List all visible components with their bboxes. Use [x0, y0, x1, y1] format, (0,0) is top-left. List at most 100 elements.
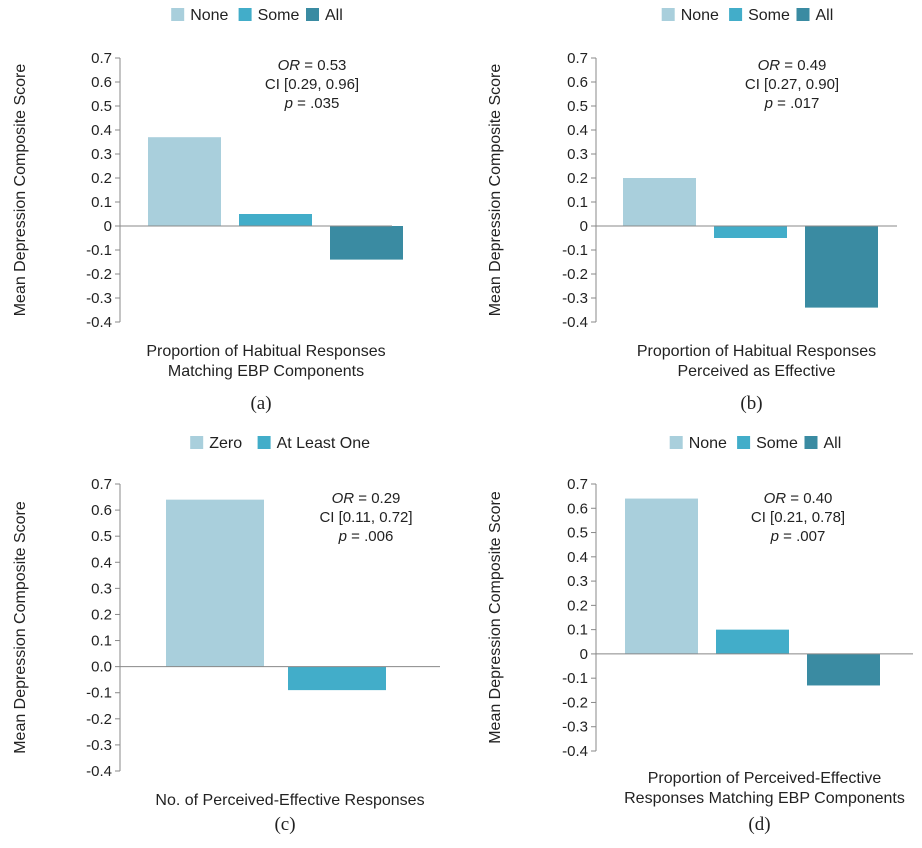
legend-label-none: None — [190, 7, 228, 24]
stats-annotation: OR = 0.40 CI [0.21, 0.78] p = .007 — [751, 490, 845, 545]
bar-zero — [166, 499, 264, 667]
y-tick-label: 0.3 — [567, 146, 588, 163]
y-tick-label: 0.4 — [91, 122, 112, 139]
panel-label: (a) — [250, 393, 271, 414]
y-tick-label: 0.4 — [567, 122, 588, 139]
bar-all — [330, 226, 403, 260]
bar-some — [239, 214, 312, 226]
x-axis-label-line: Proportion of Habitual Responses — [637, 343, 876, 360]
legend-label-at-least-one: At Least One — [277, 435, 370, 452]
y-axis-label: Mean Depression Composite Score — [487, 491, 504, 744]
y-tick-label: 0.7 — [91, 50, 112, 67]
legend-swatch-none — [171, 8, 185, 21]
panel-label: (c) — [274, 814, 295, 835]
y-tick-label: -0.2 — [562, 266, 588, 283]
y-tick-label: -0.4 — [562, 743, 588, 760]
y-tick-label: -0.1 — [562, 242, 588, 259]
y-tick-label: 0.7 — [567, 476, 588, 493]
panel-label: (b) — [740, 393, 762, 414]
legend-label-none: None — [689, 435, 727, 452]
y-tick-label: 0.2 — [567, 597, 588, 614]
stats-annotation: OR = 0.49 CI [0.27, 0.90] p = .017 — [745, 57, 839, 112]
y-tick-label: 0.3 — [91, 146, 112, 163]
y-axis-label: Mean Depression Composite Score — [12, 64, 29, 317]
confidence-interval-text: CI [0.29, 0.96] — [265, 76, 359, 93]
y-tick-label: 0 — [580, 646, 588, 663]
legend: None Some All — [669, 435, 842, 452]
y-tick-label: -0.3 — [86, 290, 112, 307]
y-tick-label: -0.1 — [86, 685, 112, 702]
chart-panel-a: 0.7 0.6 0.5 0.4 0.3 0.2 0.1 0 -0.1 -0.2 -0.3 -0.4 No… — [12, 7, 403, 414]
chart-panel-d: 0.7 0.6 0.5 0.4 0.3 0.2 0.1 0 -0.1 -0.2 -0.3 -0.4 No… — [487, 435, 913, 835]
y-tick-label: 0 — [104, 218, 112, 235]
y-tick-label: 0.3 — [91, 580, 112, 597]
legend-swatch-zero — [190, 436, 204, 449]
legend-label-some: Some — [748, 7, 790, 24]
legend-label-all: All — [816, 7, 834, 24]
y-tick-label: -0.4 — [86, 763, 112, 780]
y-tick-label: 0.5 — [91, 98, 112, 115]
legend-swatch-some — [729, 8, 743, 21]
panel-label: (d) — [748, 814, 770, 835]
legend-label-zero: Zero — [209, 435, 242, 452]
odds-ratio-text: OR = 0.40 — [764, 490, 833, 507]
y-tick-label: -0.2 — [86, 266, 112, 283]
bar-all — [805, 226, 878, 308]
legend-label-none: None — [681, 7, 719, 24]
y-tick-label: -0.3 — [86, 737, 112, 754]
y-tick-label: 0.6 — [567, 500, 588, 517]
legend-swatch-some — [737, 436, 751, 449]
chart-panel-c: 0.7 0.6 0.5 0.4 0.3 0.2 0.1 0.0 -0.1 -0.2 -0.3 -0.4… — [12, 435, 440, 835]
x-axis-label-line: Proportion of Perceived-Effective — [648, 770, 882, 787]
y-tick-label: 0.3 — [567, 573, 588, 590]
x-axis-label-line: No. of Perceived-Effective Responses — [155, 792, 424, 809]
legend: None Some All — [171, 7, 343, 24]
y-tick-label: 0.5 — [567, 98, 588, 115]
y-tick-label: -0.4 — [562, 314, 588, 331]
legend-label-all: All — [824, 435, 842, 452]
y-tick-label: 0.6 — [91, 502, 112, 519]
p-value-text: p = .006 — [338, 528, 394, 545]
confidence-interval-text: CI [0.21, 0.78] — [751, 509, 845, 526]
x-axis-label-line: Responses Matching EBP Components — [624, 790, 905, 807]
odds-ratio-text: OR = 0.29 — [332, 490, 401, 507]
y-tick-label: -0.1 — [562, 670, 588, 687]
y-tick-label: 0.2 — [91, 606, 112, 623]
y-tick-label: -0.1 — [86, 242, 112, 259]
odds-ratio-text: OR = 0.53 — [278, 57, 347, 74]
legend-swatch-some — [238, 8, 252, 21]
bar-none — [625, 498, 698, 654]
y-tick-label: 0.4 — [567, 549, 588, 566]
bar-at-least-one — [288, 666, 386, 691]
legend-label-all: All — [325, 7, 343, 24]
confidence-interval-text: CI [0.27, 0.90] — [745, 76, 839, 93]
y-tick-label: -0.4 — [86, 314, 112, 331]
legend-label-some: Some — [258, 7, 300, 24]
y-tick-label: -0.2 — [86, 711, 112, 728]
y-tick-label: 0.5 — [91, 528, 112, 545]
legend-swatch-all — [804, 436, 818, 449]
bar-none — [623, 178, 696, 226]
bar-all — [807, 653, 880, 686]
y-tick-label: 0.1 — [567, 622, 588, 639]
y-tick-label: 0.7 — [91, 476, 112, 493]
legend-swatch-all — [306, 8, 319, 21]
x-axis-label-line: Proportion of Habitual Responses — [146, 343, 385, 360]
y-tick-label: 0.2 — [567, 170, 588, 187]
y-axis-label: Mean Depression Composite Score — [487, 64, 504, 317]
y-tick-label: -0.3 — [562, 290, 588, 307]
odds-ratio-text: OR = 0.49 — [758, 57, 827, 74]
y-tick-label: 0.2 — [91, 170, 112, 187]
stats-annotation: OR = 0.53 CI [0.29, 0.96] p = .035 — [265, 57, 359, 112]
bar-some — [716, 629, 789, 654]
x-axis-label-line: Perceived as Effective — [677, 363, 835, 380]
stats-annotation: OR = 0.29 CI [0.11, 0.72] p = .006 — [319, 490, 412, 545]
y-tick-label: 0.5 — [567, 525, 588, 542]
legend: None Some All — [661, 7, 834, 24]
legend-swatch-at-least-one — [257, 436, 271, 449]
y-tick-label: 0.1 — [91, 633, 112, 650]
p-value-text: p = .007 — [770, 528, 826, 545]
bar-some — [714, 226, 787, 238]
y-tick-label: -0.3 — [562, 719, 588, 736]
